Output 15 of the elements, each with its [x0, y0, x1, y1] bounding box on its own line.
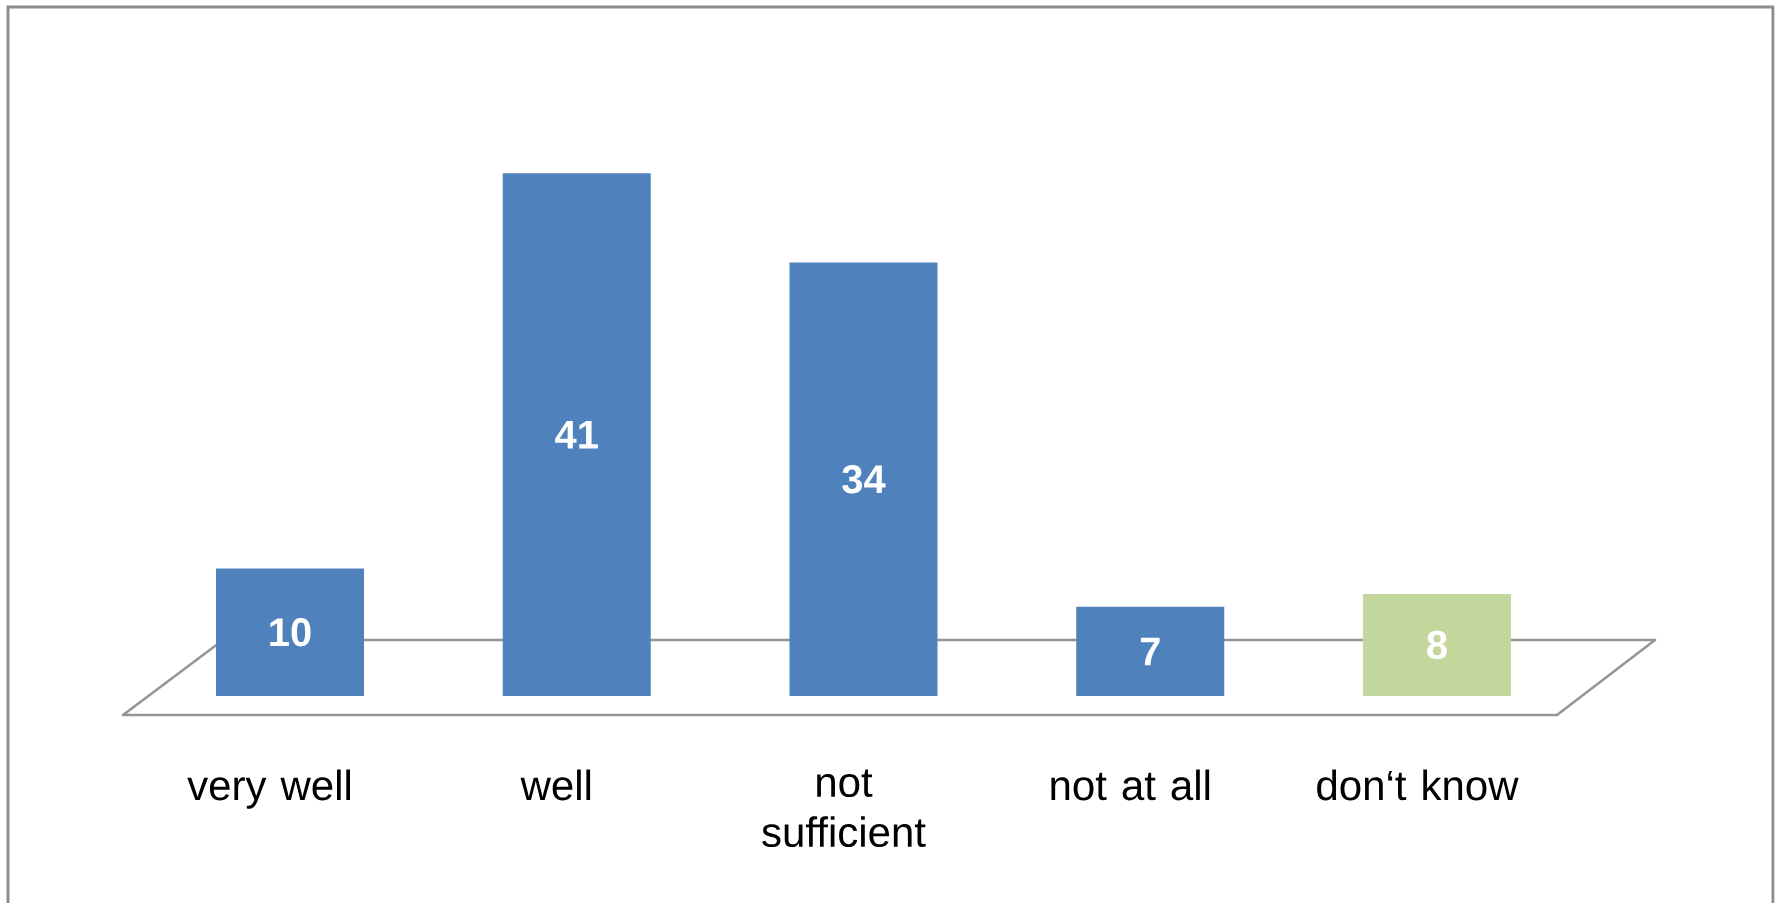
bar [502, 173, 651, 696]
data-label: 8 [1427, 630, 1447, 660]
bar [1363, 594, 1512, 696]
x-tick-label: not sufficient [762, 769, 926, 848]
x-tick-label: don‘t know [1317, 769, 1519, 801]
data-label: 10 [270, 618, 311, 647]
bar [789, 262, 938, 696]
data-label: 34 [842, 465, 886, 494]
data-label: 7 [1140, 637, 1160, 666]
bar [1076, 606, 1225, 696]
x-tick-label: not at all [1051, 769, 1210, 801]
x-tick-label: well [520, 769, 591, 801]
bar [216, 568, 364, 696]
data-label: 41 [555, 420, 598, 449]
x-tick-label: very well [187, 769, 350, 809]
